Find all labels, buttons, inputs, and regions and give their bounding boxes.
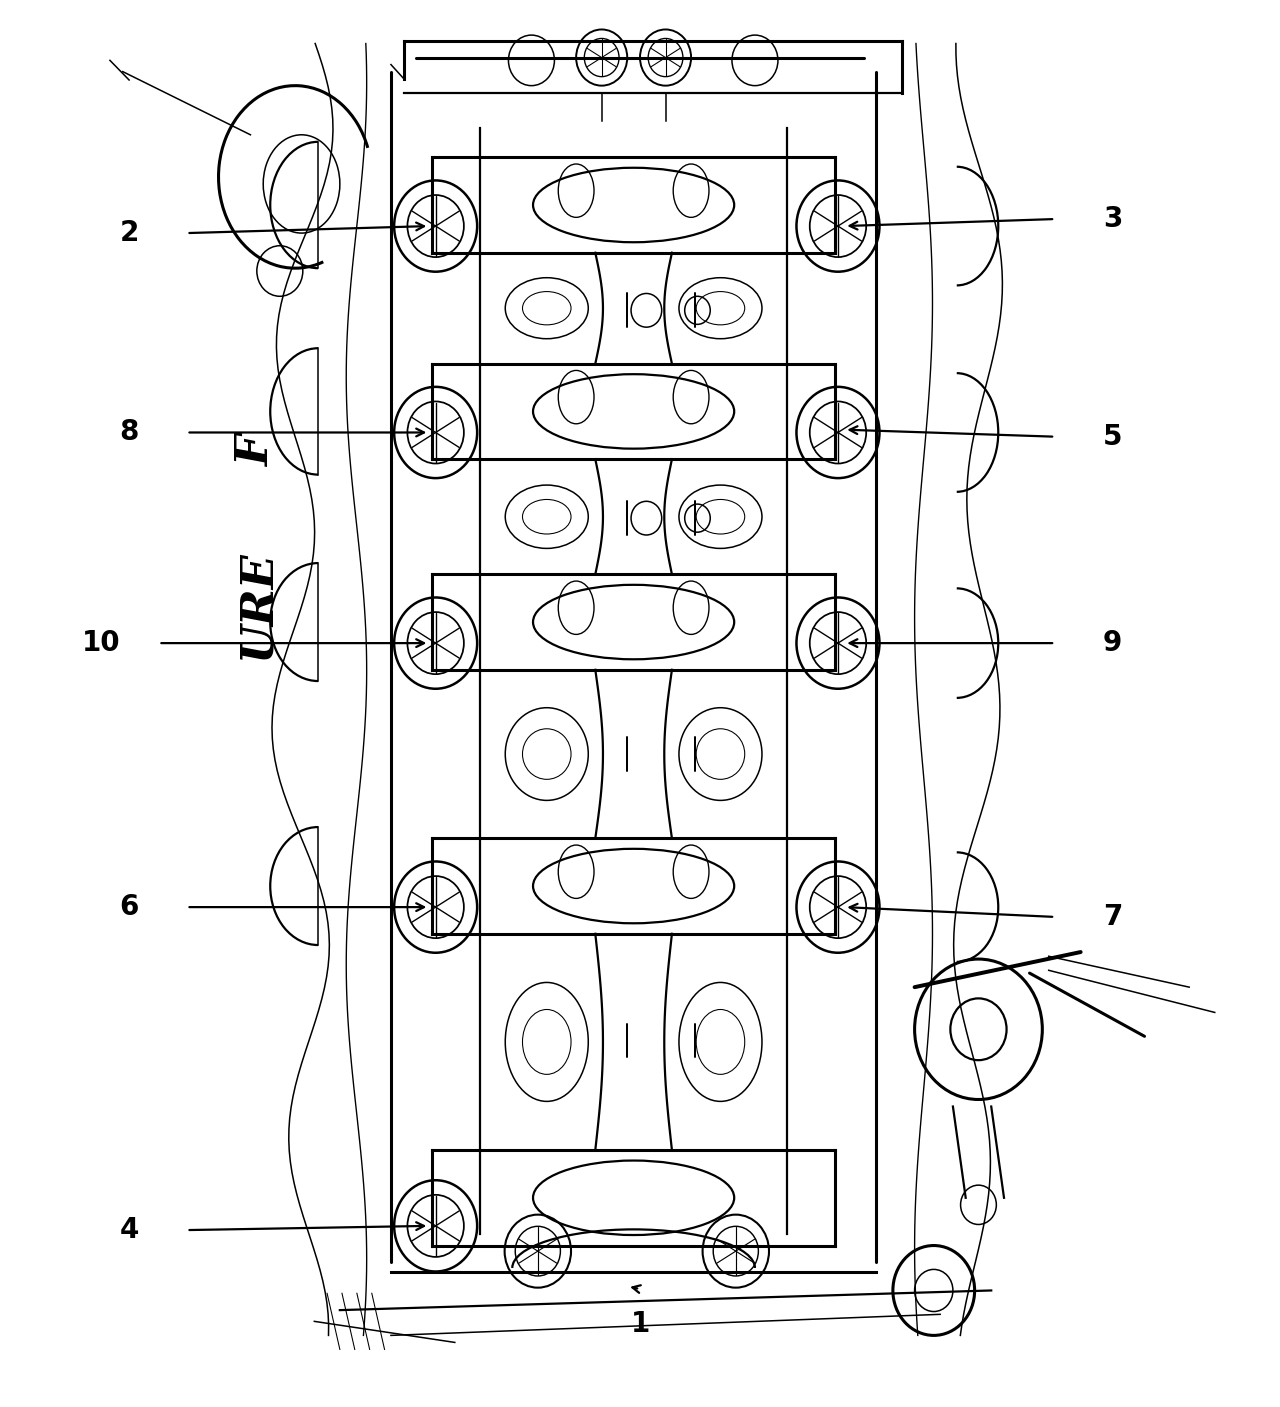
Text: 9: 9 — [1103, 629, 1123, 657]
Text: 8: 8 — [119, 418, 138, 446]
Text: 2: 2 — [119, 219, 138, 248]
Text: 1: 1 — [630, 1310, 650, 1338]
Text: F: F — [236, 435, 278, 467]
Text: URE: URE — [236, 550, 278, 660]
Text: 7: 7 — [1103, 903, 1123, 931]
Text: 10: 10 — [82, 629, 120, 657]
Text: 3: 3 — [1103, 205, 1123, 234]
Text: 6: 6 — [119, 893, 138, 922]
Text: 4: 4 — [119, 1216, 138, 1244]
Text: 5: 5 — [1103, 422, 1123, 450]
